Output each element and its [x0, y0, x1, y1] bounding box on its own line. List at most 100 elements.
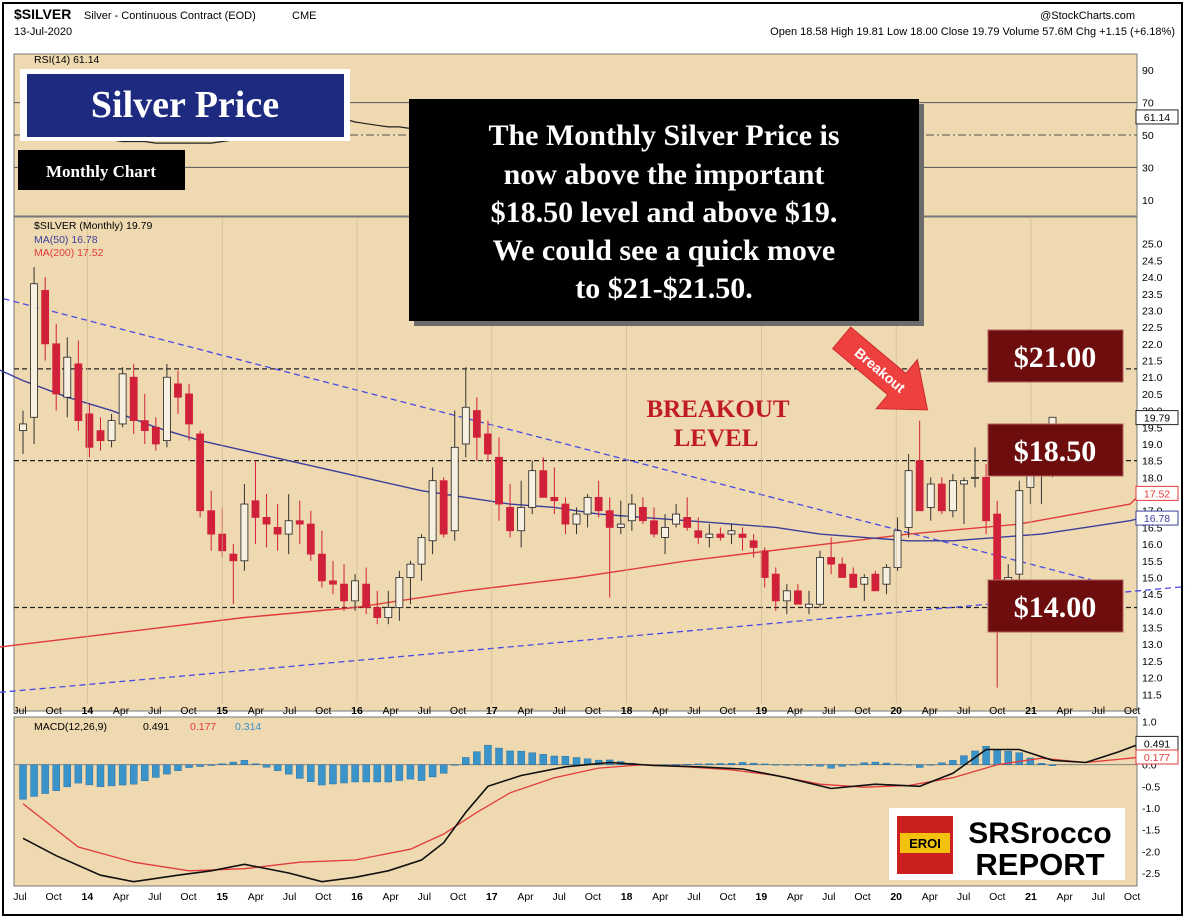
macd-histogram-bar-50: [572, 757, 581, 765]
macd-x-tick-10: 16: [351, 891, 363, 903]
price-y-tick-22: 14.0: [1142, 606, 1163, 618]
candle-body-28: [329, 580, 337, 585]
macd-histogram-bar-1: [30, 764, 38, 797]
chart-date: 13-Jul-2020: [14, 26, 72, 38]
price-y-tick-19: 15.5: [1142, 556, 1163, 568]
macd-histogram-bar-92: [1037, 763, 1046, 765]
macd-histogram-bar-23: [273, 764, 282, 771]
candle-body-16: [196, 433, 205, 512]
macd-histogram-bar-3: [52, 764, 60, 791]
logo-bottom-text: REPORT: [975, 847, 1104, 882]
price-y-tick-13: 18.5: [1142, 456, 1163, 468]
ma200-value-tag-box: [1135, 485, 1179, 501]
macd-histogram-bar-20: [240, 760, 249, 765]
macd-x-tick-22: 19: [756, 891, 768, 903]
macd-histogram-bar-44: [506, 750, 514, 765]
macd-x-tick-3: Apr: [113, 891, 130, 903]
macd-histogram-bar-18: [218, 763, 226, 765]
macd-histogram-bar-74: [838, 764, 846, 767]
macd-histogram-bar-34: [395, 764, 404, 781]
price-y-tick-4: 23.0: [1142, 305, 1163, 317]
rsi-value-tag-text: 61.14: [1144, 112, 1170, 124]
commentary-line-4: We could see a quick move: [493, 234, 836, 267]
candle-body-33: [384, 607, 393, 618]
ma50-legend: MA(50) 16.78: [34, 234, 98, 246]
price-y-tick-6: 22.0: [1142, 339, 1163, 351]
candle-body-36: [417, 537, 426, 565]
macd-histogram-bar-68: [772, 764, 780, 766]
macd-x-tick-33: Oct: [1124, 891, 1140, 903]
price-x-tick-2: 14: [82, 705, 94, 717]
candle-body-21: [251, 500, 260, 518]
macd-histogram-bar-5: [74, 764, 83, 784]
macd-histogram-bar-42: [484, 744, 492, 765]
macd-histogram-bar-84: [949, 760, 957, 765]
macd-histogram-bar-12: [152, 764, 160, 778]
macd-histogram-bar-90: [1015, 752, 1023, 765]
price-x-tick-5: Oct: [180, 705, 196, 717]
price-x-tick-26: 20: [890, 705, 902, 717]
macd-x-tick-1: Oct: [46, 891, 62, 903]
macd-histogram-bar-91: [1026, 757, 1035, 765]
price-x-tick-31: Apr: [1057, 705, 1074, 717]
macd-y-tick-4: -1.0: [1142, 803, 1160, 815]
candle-body-6: [85, 413, 94, 448]
candle-body-22: [262, 517, 271, 525]
description: Silver - Continuous Contract (EOD): [84, 10, 256, 22]
candle-body-10: [129, 376, 138, 422]
macd-histogram-bar-62: [705, 763, 714, 765]
price-y-tick-11: 19.5: [1142, 422, 1163, 434]
candle-body-58: [661, 527, 669, 538]
candle-body-69: [782, 590, 791, 602]
ma200-value-tag: 17.52: [1135, 485, 1179, 501]
macd-x-tick-31: Apr: [1057, 891, 1074, 903]
price-x-tick-13: Oct: [450, 705, 466, 717]
macd-histogram-bar-15: [185, 764, 193, 768]
candle-body-60: [683, 517, 692, 528]
rsi-y-tick-0: 90: [1142, 65, 1154, 77]
candle-body-11: [140, 420, 149, 432]
macd-histogram-bar-41: [473, 751, 481, 765]
price-box-21-label: $21.00: [1014, 341, 1097, 374]
macd-y-tick-0: 1.0: [1142, 716, 1157, 728]
candle-body-77: [871, 573, 880, 592]
candle-body-72: [816, 557, 824, 605]
candle-body-38: [439, 480, 448, 535]
candle-body-5: [74, 363, 83, 422]
candle-body-9: [118, 373, 127, 425]
price-x-tick-32: Jul: [1092, 705, 1105, 717]
candle-body-19: [229, 553, 238, 562]
candle-body-8: [107, 420, 116, 442]
chart-subtitle: Monthly Chart: [46, 162, 156, 181]
candle-body-20: [240, 503, 249, 562]
candle-body-66: [749, 540, 758, 548]
ma50-value-tag: 16.78: [1135, 510, 1179, 526]
price-x-tick-23: Apr: [787, 705, 804, 717]
macd-histogram-bar-52: [594, 759, 603, 765]
macd-x-tick-13: Oct: [450, 891, 466, 903]
macd-histogram-bar-66: [749, 762, 758, 765]
candle-body-46: [528, 470, 537, 508]
candle-body-3: [52, 343, 61, 395]
macd-x-tick-19: Apr: [652, 891, 669, 903]
candle-body-65: [738, 533, 747, 538]
macd-histogram-bar-71: [805, 764, 813, 766]
macd-x-tick-23: Apr: [787, 891, 804, 903]
price-x-tick-14: 17: [486, 705, 498, 717]
candle-body-14: [174, 383, 182, 398]
ohlc-summary: Open 18.58 High 19.81 Low 18.00 Close 19…: [770, 26, 1175, 38]
price-x-tick-20: Jul: [687, 705, 700, 717]
breakout-level-line-2: LEVEL: [674, 425, 759, 452]
macd-histogram-bar-81: [915, 764, 924, 768]
candle-body-59: [672, 513, 681, 525]
candle-body-35: [406, 563, 415, 578]
price-x-tick-21: Oct: [720, 705, 736, 717]
macd-histogram-bar-7: [96, 764, 105, 787]
macd-value-tag: 0.491: [1135, 735, 1179, 751]
candle-body-37: [428, 480, 437, 542]
candle-body-0: [19, 423, 27, 432]
candle-body-84: [948, 480, 957, 512]
price-legend: $SILVER (Monthly) 19.79: [34, 220, 152, 232]
macd-histogram-bar-8: [107, 764, 116, 787]
price-y-tick-24: 13.0: [1142, 639, 1163, 651]
